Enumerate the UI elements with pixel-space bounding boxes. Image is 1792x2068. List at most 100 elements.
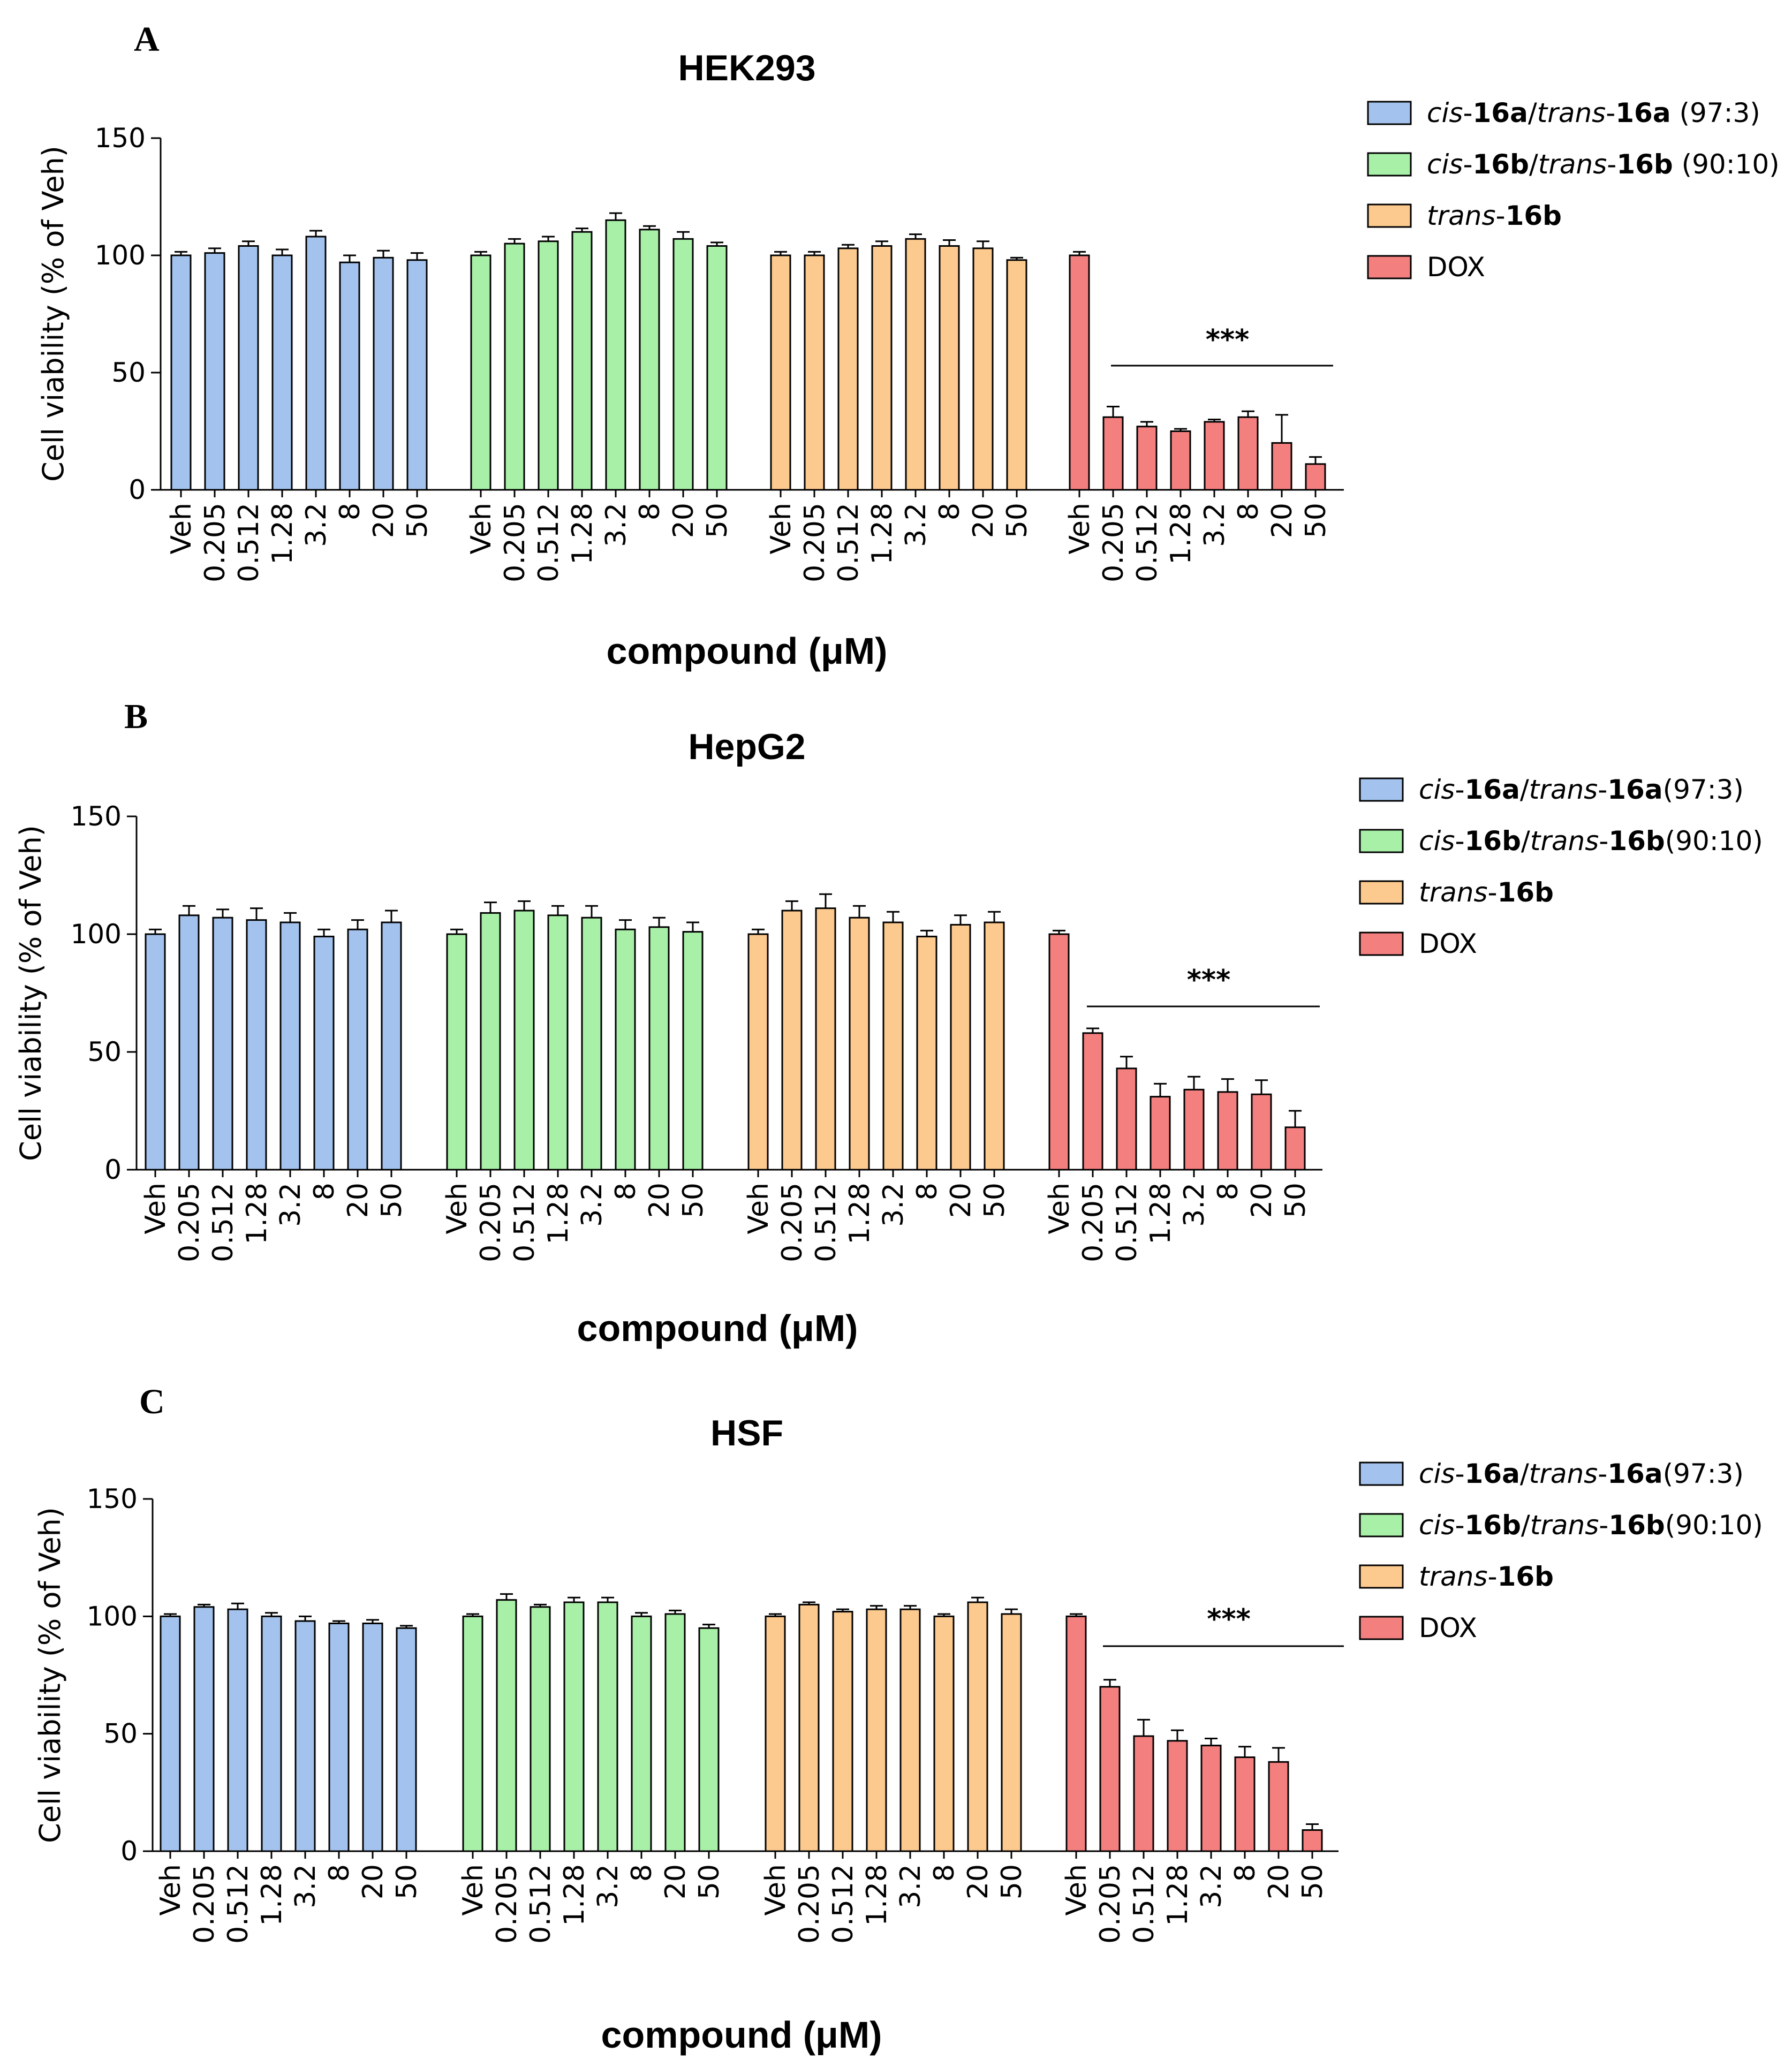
- chart-panel-a: A HEK293 0 50 100 150 Cell viability (% of Veh…: [36, 20, 1780, 672]
- bar: [381, 921, 402, 1171]
- legend-text-part: 16b: [1498, 877, 1554, 908]
- legend-text-part: 16b: [1464, 1510, 1521, 1541]
- bar: [1099, 1686, 1121, 1852]
- x-tick-label: 50: [376, 1183, 408, 1218]
- legend-text-part: /: [1528, 97, 1537, 128]
- panel-letter: C: [139, 1382, 165, 1421]
- x-tick-label: 50: [402, 503, 434, 538]
- significance-marker: ***: [1207, 1603, 1251, 1635]
- legend-text-part: -: [1463, 149, 1472, 180]
- x-tick-label: 0.205: [1098, 503, 1130, 582]
- x-tick-label: Veh: [765, 503, 797, 554]
- bar: [1268, 1761, 1289, 1852]
- x-tick-label: 1.28: [566, 503, 599, 565]
- y-tick-label: 0: [120, 1836, 138, 1867]
- bar: [747, 933, 769, 1171]
- x-tick-label: 0.205: [1094, 1864, 1126, 1944]
- bar: [1251, 1093, 1272, 1171]
- bar: [631, 1615, 652, 1852]
- bar: [581, 916, 602, 1171]
- y-tick-label: 0: [104, 1154, 122, 1185]
- legend-text-part: trans: [1529, 1458, 1598, 1489]
- x-tick-label: Veh: [1061, 1864, 1093, 1915]
- x-tick-label: 8: [610, 1183, 642, 1200]
- legend-text-part: trans: [1427, 200, 1496, 231]
- legend-text-part: DOX: [1419, 1612, 1477, 1643]
- x-tick-label: 3.2: [1199, 503, 1231, 547]
- bar: [480, 912, 501, 1171]
- legend-entry: trans-16b: [1427, 200, 1562, 231]
- legend-text-part: (97:3): [1663, 774, 1744, 805]
- x-tick-label: 0.205: [173, 1183, 206, 1262]
- legend-text-part: 16b: [1608, 1510, 1665, 1541]
- bar: [648, 926, 670, 1171]
- legend-text-part: cis: [1419, 1510, 1455, 1541]
- x-tick-label: 1.28: [542, 1183, 574, 1245]
- x-tick-label: Veh: [140, 1183, 172, 1234]
- x-tick-label: 3.2: [300, 503, 332, 547]
- bar: [770, 254, 791, 491]
- x-tick-label: 0.512: [509, 1183, 541, 1262]
- bar: [1006, 259, 1027, 491]
- x-tick-label: 0.512: [810, 1183, 842, 1262]
- bar: [798, 1603, 820, 1852]
- x-axis-label: compound (μM): [607, 630, 888, 672]
- bar: [804, 254, 825, 491]
- x-tick-label: 50: [677, 1183, 709, 1218]
- x-tick-label: Veh: [155, 1864, 187, 1915]
- x-tick-label: 8: [934, 503, 966, 520]
- x-tick-label: 50: [996, 1864, 1028, 1899]
- legend-text-part: 16b: [1608, 825, 1665, 857]
- legend-text-part: 16a: [1615, 97, 1670, 128]
- bar: [462, 1615, 483, 1852]
- x-tick-label: 3.2: [878, 1183, 910, 1227]
- x-tick-label: 20: [945, 1183, 977, 1218]
- x-axis-label: compound (μM): [577, 1307, 858, 1349]
- bar: [160, 1615, 181, 1852]
- bar: [362, 1622, 383, 1852]
- bar: [238, 245, 259, 491]
- bar: [664, 1613, 686, 1852]
- legend-text-part: -: [1599, 825, 1608, 857]
- legend-text-part: -: [1455, 774, 1464, 805]
- bar: [899, 1608, 921, 1852]
- bar: [279, 921, 301, 1171]
- bar: [1001, 1613, 1022, 1852]
- y-tick-label: 150: [71, 801, 122, 832]
- x-tick-label: 8: [334, 503, 366, 520]
- legend-text-part: 16b: [1498, 1561, 1554, 1592]
- y-tick-label: 100: [95, 240, 146, 271]
- x-tick-label: 50: [693, 1864, 725, 1899]
- x-tick-label: 20: [962, 1864, 994, 1899]
- legend-swatch: [1359, 931, 1404, 956]
- bar: [698, 1627, 720, 1852]
- x-tick-label: 8: [928, 1864, 961, 1882]
- legend-entry: DOX: [1419, 928, 1477, 959]
- bar: [905, 238, 926, 491]
- x-tick-label: 0.512: [827, 1864, 859, 1944]
- x-tick-label: 20: [342, 1183, 374, 1218]
- legend-swatch: [1359, 1616, 1404, 1640]
- x-tick-label: 50: [1280, 1183, 1312, 1218]
- x-tick-label: 1.28: [256, 1864, 288, 1926]
- legend-swatch: [1367, 203, 1412, 228]
- bar: [547, 914, 569, 1171]
- bar: [765, 1615, 786, 1852]
- legend-swatch: [1359, 1461, 1404, 1486]
- y-tick-label: 100: [71, 919, 122, 950]
- bar: [1237, 416, 1259, 491]
- x-tick-label: 20: [1246, 1183, 1278, 1218]
- x-tick-label: 20: [668, 503, 700, 538]
- bar: [373, 256, 394, 491]
- legend-text-part: cis: [1427, 97, 1463, 128]
- legend-text-part: 16b: [1464, 825, 1521, 857]
- bar: [615, 928, 636, 1171]
- bar: [328, 1622, 350, 1852]
- bar: [1082, 1032, 1103, 1171]
- x-tick-label: 20: [644, 1183, 676, 1218]
- bar: [305, 236, 327, 491]
- x-tick-label: 3.2: [895, 1864, 927, 1908]
- bar: [706, 245, 728, 491]
- legend-text-part: -: [1455, 1510, 1464, 1541]
